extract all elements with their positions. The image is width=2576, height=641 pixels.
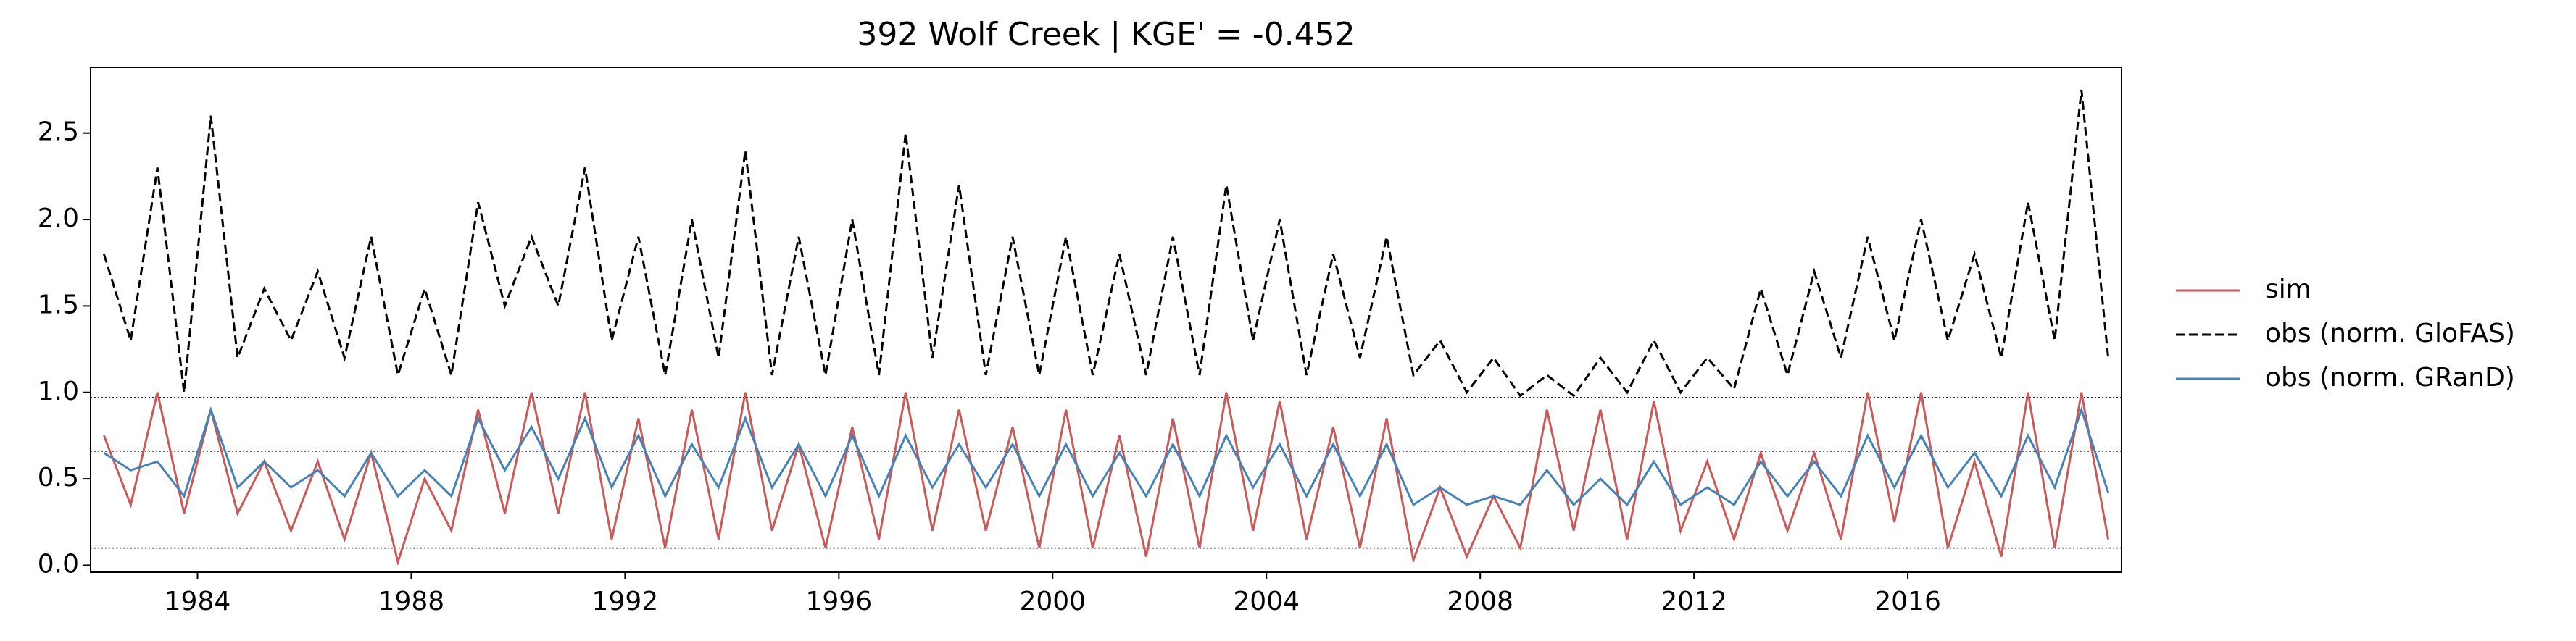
legend-label: obs (norm. GloFAS)	[2265, 319, 2515, 348]
x-tick-label: 1988	[378, 587, 445, 616]
plot-frame	[90, 67, 2122, 573]
series-line	[103, 392, 2110, 566]
legend-label: sim	[2265, 275, 2311, 304]
y-tick-label: 2.5	[38, 117, 79, 147]
y-tick-label: 0.0	[38, 549, 79, 579]
x-tick-label: 1996	[806, 587, 873, 616]
series-line	[102, 89, 2110, 398]
y-tick-label: 1.5	[38, 290, 79, 319]
x-tick-label: 1992	[592, 587, 659, 616]
y-tick-label: 0.5	[38, 463, 79, 493]
chart-title: 392 Wolf Creek | KGE' = -0.452	[857, 16, 1355, 53]
y-tick-label: 1.0	[38, 377, 79, 406]
x-tick-label: 2016	[1874, 587, 1941, 616]
x-tick-label: 2012	[1661, 587, 1727, 616]
x-tick-label: 1984	[165, 587, 231, 616]
x-tick-label: 2004	[1233, 587, 1300, 616]
series-line	[103, 406, 2110, 507]
y-tick-label: 2.0	[38, 204, 79, 233]
x-tick-label: 2008	[1447, 587, 1513, 616]
legend-label: obs (norm. GRanD)	[2265, 363, 2515, 393]
x-tick-label: 2000	[1019, 587, 1086, 616]
